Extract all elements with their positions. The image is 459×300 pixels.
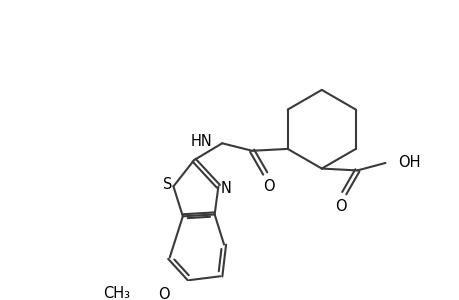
Text: S: S (163, 177, 172, 192)
Text: O: O (158, 287, 169, 300)
Text: HN: HN (190, 134, 213, 149)
Text: OH: OH (397, 155, 420, 170)
Text: O: O (263, 179, 274, 194)
Text: O: O (334, 199, 346, 214)
Text: N: N (220, 181, 231, 196)
Text: CH₃: CH₃ (103, 286, 130, 300)
